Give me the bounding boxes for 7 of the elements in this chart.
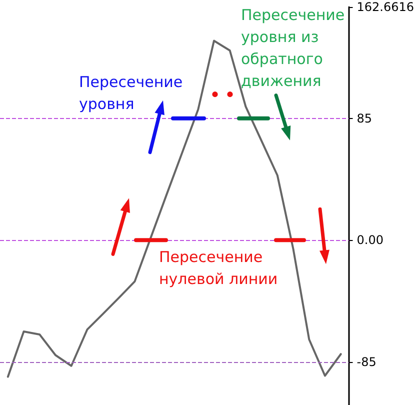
y-tick-label: -85 [356, 355, 376, 369]
y-tick-label: 0.00 [356, 233, 384, 248]
y-tick-label: 162.6616 [356, 0, 414, 14]
annotation: Пересечение нулевой линии [159, 247, 279, 290]
annotation: Пересечение уровня [79, 72, 183, 115]
y-tick-label: 85 [356, 111, 372, 126]
annotation: Пересечение уровня из обратного движения [241, 5, 346, 92]
